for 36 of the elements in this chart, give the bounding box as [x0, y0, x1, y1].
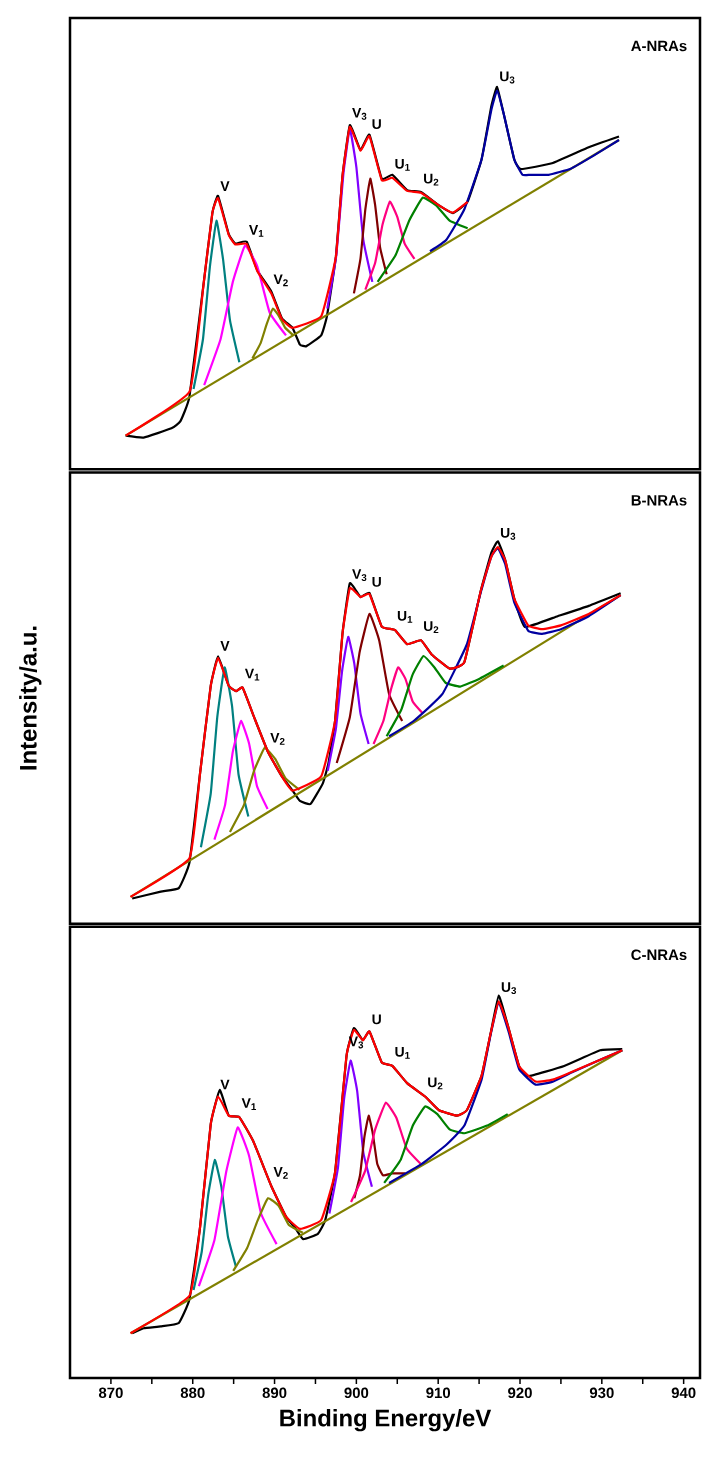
annotation: U$_{1}$: [395, 158, 410, 171]
x-tick-label: 920: [508, 1387, 532, 1399]
annotation: U$_{1}$: [397, 611, 413, 623]
annotation: V$_{2}$: [273, 274, 288, 287]
annotation: V$_{2}$: [273, 1167, 288, 1179]
annotation: V$_{2}$: [270, 733, 285, 745]
annotation: U$_{3}$: [500, 527, 516, 540]
annotation: U: [372, 577, 381, 587]
x-tick-label: 940: [671, 1387, 696, 1399]
annotation: U: [372, 1014, 381, 1025]
annotation: V$_{3}$: [352, 107, 367, 120]
annotation: V$_{3}$: [352, 569, 367, 582]
x-tick-label: 930: [589, 1387, 614, 1399]
annotation: V: [220, 641, 230, 651]
annotation: U$_{1}$: [395, 1046, 410, 1059]
x-tick-label: 910: [426, 1387, 451, 1399]
annotation: V$_{1}$: [241, 1098, 257, 1110]
x-axis-title: Binding Energy/eV: [280, 1408, 492, 1432]
x-tick-label: 870: [98, 1387, 123, 1399]
x-tick-label: 890: [262, 1387, 287, 1399]
annotation: V: [220, 1079, 230, 1090]
annotation: V$_{1}$: [244, 668, 260, 681]
annotation: U: [372, 119, 381, 129]
text: A-NRAs: [631, 40, 687, 52]
annotation: V$_{1}$: [249, 225, 264, 237]
text: C-NRAs: [631, 949, 687, 961]
text: B-NRAs: [631, 495, 687, 506]
x-tick-label: 880: [180, 1387, 205, 1399]
annotation: U$_{2}$: [428, 1077, 443, 1090]
annotation: V: [220, 181, 230, 191]
annotation: U$_{3}$: [501, 982, 517, 995]
annotation: U$_{3}$: [500, 71, 515, 84]
annotation: U$_{2}$: [424, 621, 439, 634]
annotation: U$_{2}$: [424, 173, 439, 186]
x-tick-label: 900: [344, 1387, 369, 1399]
y-axis-title: Intensity/a.u.: [19, 626, 42, 770]
